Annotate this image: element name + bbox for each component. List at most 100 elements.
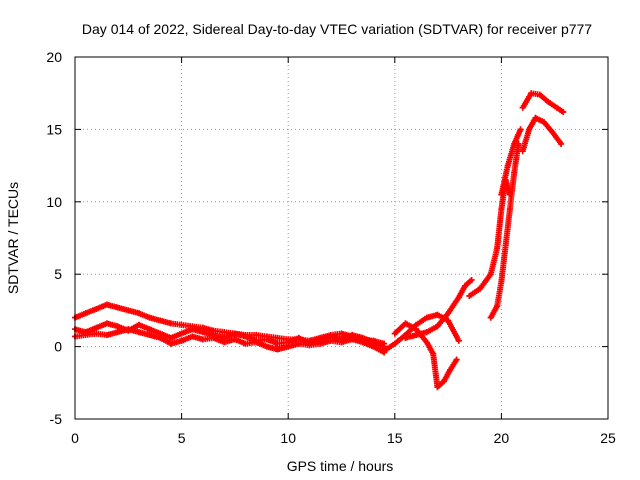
data-point bbox=[553, 104, 560, 111]
series-markers bbox=[519, 90, 567, 115]
data-point bbox=[477, 285, 484, 292]
series-markers bbox=[402, 277, 475, 341]
data-point bbox=[178, 321, 185, 328]
data-series-track-j bbox=[519, 114, 565, 155]
plot-frame bbox=[74, 56, 609, 420]
data-point bbox=[338, 330, 345, 337]
data-point bbox=[125, 307, 132, 314]
data-point bbox=[82, 310, 89, 317]
data-point bbox=[231, 330, 238, 337]
data-point bbox=[167, 340, 174, 347]
data-point bbox=[114, 329, 121, 336]
data-series-track-c bbox=[72, 326, 388, 356]
data-point bbox=[445, 317, 452, 324]
data-point bbox=[199, 336, 206, 343]
data-point bbox=[423, 314, 430, 321]
data-point bbox=[359, 339, 366, 346]
data-point bbox=[135, 310, 142, 317]
y-tick-label: 10 bbox=[46, 194, 62, 210]
data-point bbox=[157, 334, 164, 341]
data-point bbox=[391, 340, 398, 347]
data-point bbox=[494, 245, 501, 252]
data-point bbox=[413, 332, 420, 339]
data-point bbox=[517, 126, 524, 133]
x-tick-label: 0 bbox=[71, 430, 79, 446]
data-point bbox=[391, 330, 398, 337]
data-series-track-h bbox=[487, 140, 522, 321]
data-point bbox=[453, 356, 460, 363]
data-point bbox=[93, 324, 100, 331]
data-point bbox=[178, 330, 185, 337]
data-point bbox=[221, 329, 228, 336]
data-point bbox=[167, 334, 174, 341]
data-point bbox=[82, 332, 89, 339]
data-point bbox=[506, 206, 513, 213]
data-series-track-k bbox=[519, 90, 567, 116]
data-point bbox=[327, 337, 334, 344]
data-point bbox=[103, 320, 110, 327]
data-point bbox=[423, 339, 430, 346]
data-point bbox=[125, 326, 132, 333]
data-point bbox=[462, 282, 469, 289]
y-tick-label: 0 bbox=[54, 339, 62, 355]
data-point bbox=[103, 332, 110, 339]
x-tick-label: 20 bbox=[494, 430, 510, 446]
data-point bbox=[528, 90, 535, 97]
data-point bbox=[295, 340, 302, 347]
chart-title: Day 014 of 2022, Sidereal Day-to-day VTE… bbox=[82, 21, 592, 37]
data-series-track-d bbox=[381, 311, 462, 354]
data-point bbox=[103, 301, 110, 308]
data-point bbox=[511, 169, 518, 176]
data-point bbox=[295, 334, 302, 341]
data-point bbox=[558, 140, 565, 147]
data-point bbox=[146, 332, 153, 339]
data-point bbox=[338, 339, 345, 346]
data-point bbox=[440, 378, 447, 385]
x-axis-label: GPS time / hours bbox=[287, 458, 394, 474]
data-series-track-i bbox=[498, 126, 524, 198]
data-point bbox=[146, 326, 153, 333]
data-point bbox=[210, 334, 217, 341]
data-point bbox=[487, 271, 494, 278]
y-tick-label: 20 bbox=[46, 49, 62, 65]
data-point bbox=[541, 119, 548, 126]
data-point bbox=[402, 334, 409, 341]
data-point bbox=[549, 129, 556, 136]
data-point bbox=[231, 336, 238, 343]
data-marks bbox=[72, 90, 567, 391]
y-axis-label: SDTVAR / TECUs bbox=[5, 182, 21, 294]
data-point bbox=[402, 320, 409, 327]
data-point bbox=[189, 326, 196, 333]
y-tick-label: 5 bbox=[54, 266, 62, 282]
x-tick-label: 25 bbox=[600, 430, 616, 446]
data-point bbox=[447, 366, 454, 373]
data-point bbox=[135, 321, 142, 328]
data-point bbox=[370, 343, 377, 350]
data-point bbox=[498, 206, 505, 213]
data-point bbox=[545, 98, 552, 105]
data-point bbox=[178, 337, 185, 344]
data-point bbox=[434, 311, 441, 318]
data-point bbox=[263, 343, 270, 350]
data-point bbox=[434, 323, 441, 330]
data-point bbox=[274, 340, 281, 347]
y-tick-label: -5 bbox=[50, 411, 63, 427]
data-point bbox=[519, 104, 526, 111]
data-point bbox=[285, 343, 292, 350]
data-point bbox=[114, 323, 121, 330]
y-tick-label: 15 bbox=[46, 121, 62, 137]
series-markers bbox=[519, 114, 565, 155]
data-point bbox=[532, 114, 539, 121]
x-tick-label: 15 bbox=[387, 430, 403, 446]
data-point bbox=[274, 334, 281, 341]
data-point bbox=[93, 330, 100, 337]
data-point bbox=[221, 339, 228, 346]
data-series-track-e bbox=[391, 320, 460, 391]
data-point bbox=[423, 329, 430, 336]
data-point bbox=[502, 242, 509, 249]
data-point bbox=[466, 292, 473, 299]
data-point bbox=[189, 333, 196, 340]
data-point bbox=[253, 339, 260, 346]
data-point bbox=[511, 140, 518, 147]
